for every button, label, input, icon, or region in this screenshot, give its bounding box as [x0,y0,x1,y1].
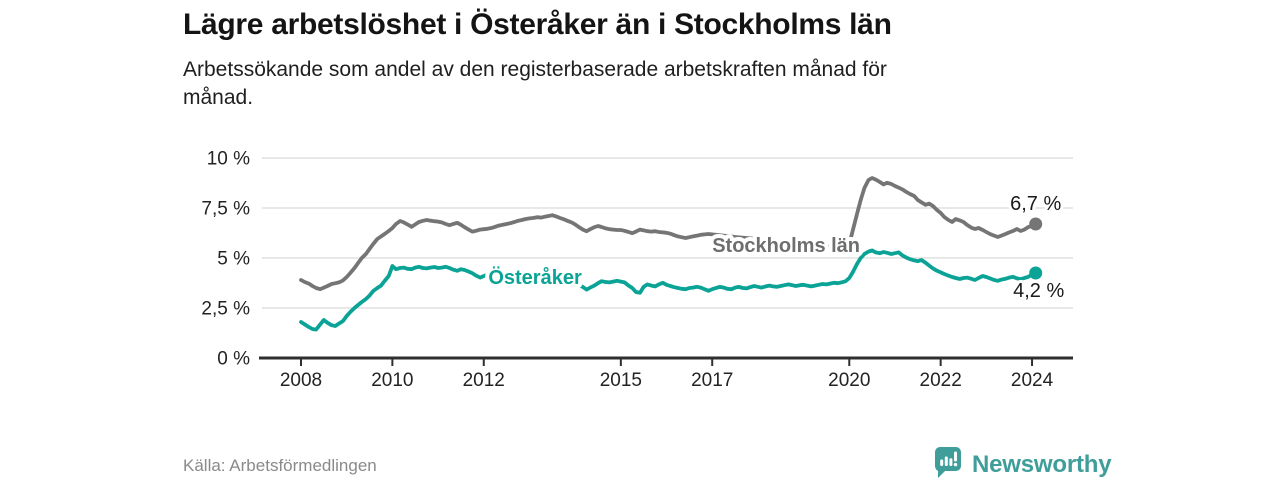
x-axis-label-2015: 2015 [600,370,642,391]
y-axis-label-10: 10 % [207,149,250,170]
end-dot-stockholms-lan [1029,217,1043,231]
chart-subtitle-line2: månad. [183,86,254,109]
brand-name: Newsworthy [972,450,1112,478]
x-axis-label-2008: 2008 [280,370,322,391]
x-axis-label-2012: 2012 [463,370,505,391]
series-label-osteraker: Österåker [488,266,582,289]
brand-lockup: Newsworthy [934,446,1112,483]
y-axis-label-5: 5 % [217,249,250,270]
newsworthy-logo-icon [934,446,962,483]
chart-footer: Källa: Arbetsförmedlingen Newsworthy [0,446,1280,480]
chart-header: Lägre arbetslöshet i Österåker än i Stoc… [183,8,1103,112]
page-title: Lägre arbetslöshet i Österåker än i Stoc… [183,8,892,41]
series-label-stockholms-lan: Stockholms län [712,235,860,257]
source-note: Källa: Arbetsförmedlingen [183,456,377,475]
series-line-osteraker [299,248,1038,332]
x-axis-label-2020: 2020 [828,370,870,391]
x-axis-label-2024: 2024 [1011,370,1054,391]
x-axis-label-2022: 2022 [920,370,962,391]
end-value-label-stockholms-lan: 6,7 % [1010,193,1061,215]
y-axis-label-7.5: 7,5 % [201,199,250,220]
y-axis-label-2.5: 2,5 % [201,299,250,320]
x-axis-label-2010: 2010 [371,370,413,391]
end-value-label-osteraker: 4,2 % [1013,280,1064,302]
chart-subtitle: Arbetssökande som andel av den registerb… [183,56,1103,112]
line-chart: 10 % 7,5 % 5 % 2,5 % 0 % 2008 2010 2012 2015 2017… [201,149,1073,391]
series-line-stockholms-lan [299,176,1038,292]
end-dot-osteraker [1029,266,1043,280]
x-axis-label-2017: 2017 [691,370,733,391]
chart-subtitle-line1: Arbetssökande som andel av den registerb… [183,58,887,81]
y-axis-label-0: 0 % [217,349,250,370]
